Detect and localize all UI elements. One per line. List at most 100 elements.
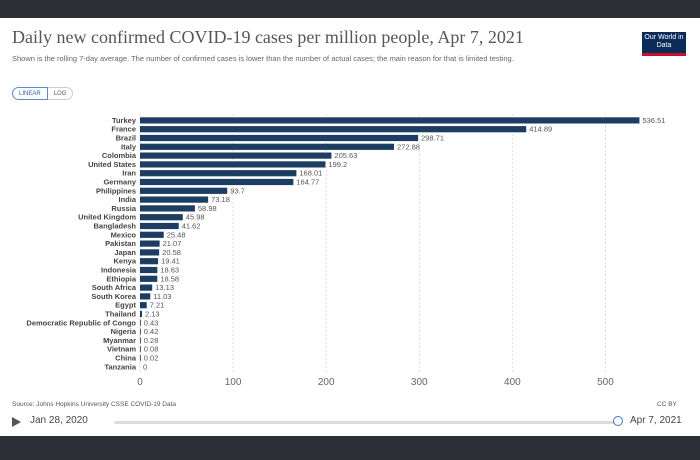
category-label: India [118, 195, 136, 204]
scale-toggle: LINEAR LOG [12, 87, 74, 100]
category-label: Turkey [112, 116, 137, 125]
play-icon[interactable] [12, 417, 21, 427]
value-label: 93.7 [230, 186, 245, 195]
bar[interactable] [140, 143, 395, 150]
bar[interactable] [140, 126, 527, 133]
x-tick-label: 0 [137, 377, 143, 388]
value-label: 164.77 [296, 178, 319, 187]
bar[interactable] [140, 161, 326, 168]
log-scale-button[interactable]: LOG [47, 87, 74, 100]
category-label: South Africa [92, 283, 137, 292]
x-tick-label: 100 [225, 377, 242, 388]
category-label: France [111, 125, 136, 134]
bar[interactable] [140, 134, 419, 142]
value-label: 168.01 [299, 169, 322, 178]
value-label: 11.03 [153, 292, 171, 301]
bar[interactable] [140, 302, 147, 309]
bar[interactable] [140, 196, 209, 203]
bar[interactable] [140, 319, 141, 326]
license-label[interactable]: CC BY [657, 401, 677, 408]
category-label: Philippines [96, 186, 136, 195]
x-tick-label: 200 [318, 377, 335, 388]
linear-scale-button[interactable]: LINEAR [12, 87, 48, 100]
bar[interactable] [140, 170, 297, 177]
value-label: 58.98 [198, 204, 217, 213]
category-label: Democratic Republic of Congo [26, 318, 136, 327]
chart-card: Daily new confirmed COVID-19 cases per m… [0, 18, 700, 436]
category-label: Indonesia [101, 266, 137, 275]
our-world-in-data-logo[interactable]: Our World in Data [642, 32, 686, 56]
bar[interactable] [140, 275, 158, 282]
bar[interactable] [140, 310, 142, 318]
category-label: Kenya [113, 257, 136, 266]
timeline: Jan 28, 2020 Apr 7, 2021 [10, 415, 690, 429]
bar[interactable] [140, 354, 141, 362]
x-tick-label: 400 [504, 377, 521, 388]
chart-subtitle: Shown is the rolling 7-day average. The … [12, 54, 514, 63]
bar[interactable] [140, 293, 151, 300]
category-label: Russia [111, 204, 136, 213]
chart-title: Daily new confirmed COVID-19 cases per m… [12, 27, 524, 47]
value-label: 13.13 [155, 283, 174, 292]
value-label: 0.43 [144, 318, 159, 327]
timeline-slider-handle[interactable] [613, 416, 623, 426]
category-label: Iran [122, 169, 136, 178]
bar[interactable] [140, 284, 153, 291]
bar[interactable] [140, 178, 294, 186]
value-label: 0.42 [144, 327, 159, 336]
bar[interactable] [140, 214, 183, 221]
value-label: 298.71 [421, 134, 444, 143]
bar[interactable] [140, 258, 159, 265]
bar[interactable] [140, 266, 158, 274]
value-label: 25.48 [167, 230, 186, 239]
bar[interactable] [140, 205, 195, 212]
value-label: 199.2 [328, 160, 347, 169]
bar[interactable] [140, 117, 640, 124]
value-label: 0.02 [144, 354, 159, 363]
category-label: Bangladesh [93, 222, 136, 231]
category-label: Brazil [116, 134, 136, 143]
bar[interactable] [140, 240, 160, 247]
value-label: 18.63 [160, 266, 179, 275]
bar[interactable] [140, 231, 164, 238]
value-label: 20.58 [162, 248, 181, 257]
category-label: South Korea [91, 292, 136, 301]
value-label: 0.08 [144, 345, 159, 354]
value-label: 205.63 [334, 151, 357, 160]
bar[interactable] [140, 222, 179, 230]
value-label: 536.51 [642, 116, 665, 125]
value-label: 0.28 [144, 336, 159, 345]
value-label: 73.18 [211, 195, 230, 204]
bar-chart: 0 100 200 300 400 500 Turkey 536.51 France 414.89… [26, 114, 665, 388]
bar[interactable] [140, 328, 141, 335]
category-label: Italy [121, 142, 137, 151]
value-label: 19.41 [161, 257, 180, 266]
value-label: 272.88 [397, 142, 420, 151]
category-label: United States [88, 160, 136, 169]
bar[interactable] [140, 152, 332, 159]
bar[interactable] [140, 249, 160, 256]
x-tick-label: 500 [597, 377, 614, 388]
category-label: Vietnam [107, 345, 136, 354]
bar[interactable] [140, 346, 141, 353]
value-label: 414.89 [529, 125, 552, 134]
category-label: Japan [114, 248, 136, 257]
category-label: Ethiopia [106, 274, 136, 283]
value-label: 21.07 [163, 239, 182, 248]
bar[interactable] [140, 187, 228, 194]
timeline-slider-track[interactable] [114, 421, 620, 424]
category-label: Myanmar [103, 336, 136, 345]
category-label: Nigeria [111, 327, 137, 336]
category-label: Egypt [115, 301, 136, 310]
bar[interactable] [140, 337, 141, 344]
source-note[interactable]: Source: Johns Hopkins University CSSE CO… [12, 401, 177, 408]
category-label: Germany [103, 178, 136, 187]
value-label: 2.13 [145, 310, 160, 319]
timeline-start-date: Jan 28, 2020 [30, 415, 88, 426]
value-label: 45.98 [186, 213, 205, 222]
value-label: 0 [143, 362, 147, 371]
category-label: Colombia [102, 151, 137, 160]
category-label: Thailand [105, 310, 136, 319]
category-label: Mexico [111, 230, 137, 239]
timeline-end-date: Apr 7, 2021 [630, 415, 682, 426]
